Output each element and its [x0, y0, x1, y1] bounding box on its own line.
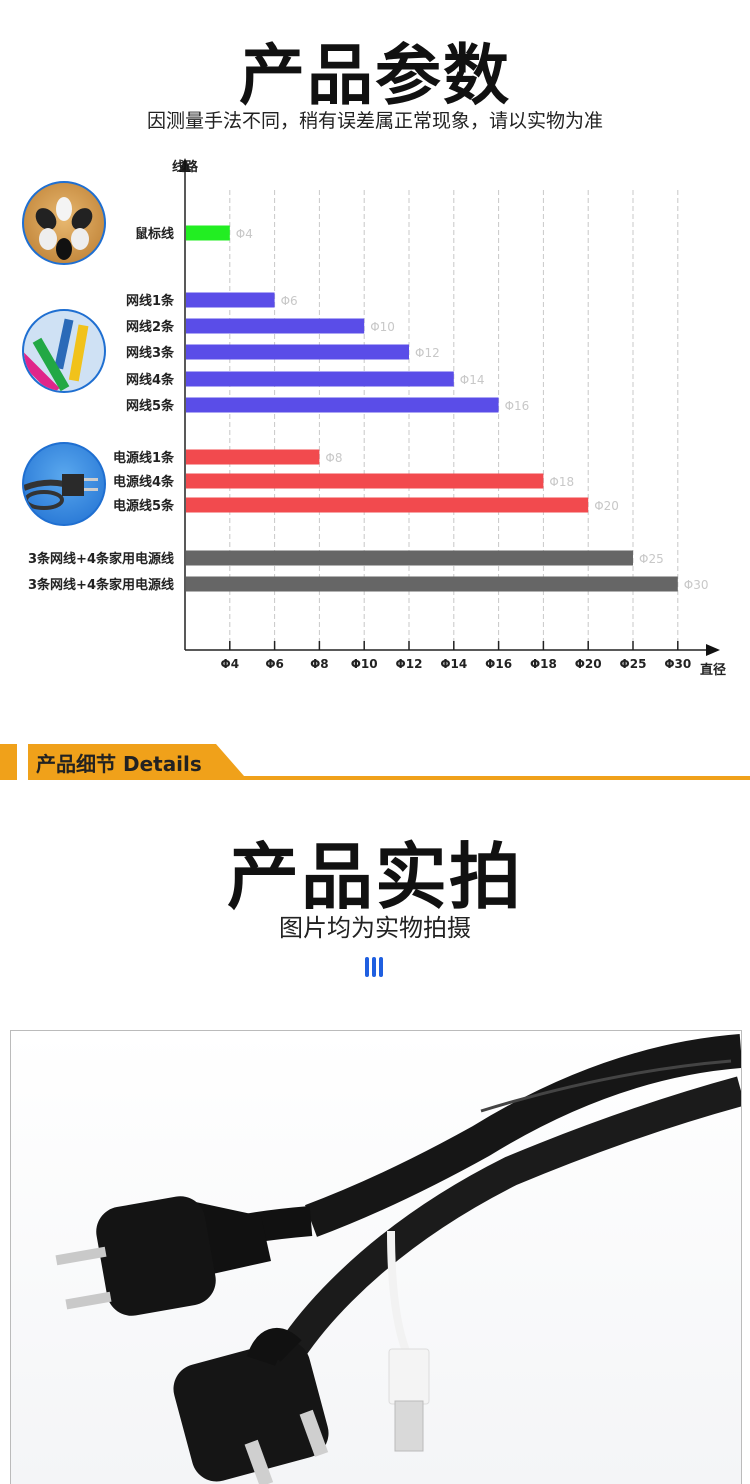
bar-network	[186, 292, 275, 308]
x-tick-label: Φ18	[530, 657, 557, 671]
mouse-cables-photo-icon	[22, 181, 106, 265]
x-axis-ticks: Φ4 Φ6 Φ8 Φ10 Φ12 Φ14 Φ16 Φ18 Φ20 Φ25 Φ30	[221, 641, 691, 671]
category-label: 网线1条	[126, 293, 175, 309]
y-axis-label: 线路	[172, 159, 199, 175]
bar-power	[186, 497, 589, 513]
x-axis-arrow-icon	[706, 644, 720, 656]
bar-value-label: Φ20	[594, 499, 619, 513]
category-label: 电源线4条	[113, 474, 175, 490]
x-tick-label: Φ20	[575, 657, 602, 671]
category-label: 电源线1条	[113, 450, 175, 466]
bar-network	[186, 318, 365, 334]
section-title: 产品实拍	[226, 835, 523, 919]
bar-value-label: Φ12	[415, 346, 440, 360]
bar-value-label: Φ16	[505, 399, 530, 413]
chart-bars: Φ4 鼠标线 Φ6 网线1条 Φ10 网线2条 Φ12 网线3条 Φ14 网线4条 Φ16 网线5条 Φ…	[28, 225, 709, 593]
bar-value-label: Φ8	[325, 451, 342, 465]
bar-network	[186, 397, 499, 413]
bar-value-label: Φ6	[281, 294, 298, 308]
x-tick-label: Φ10	[351, 657, 378, 671]
bar-value-label: Φ30	[684, 578, 709, 592]
x-tick-label: Φ8	[310, 657, 329, 671]
x-tick-label: Φ12	[396, 657, 423, 671]
chart-gridlines	[229, 190, 679, 650]
cable-wrap-product-photo-icon	[10, 1030, 742, 1484]
details-banner-label: 产品细节 Details	[36, 752, 202, 776]
section-subtitle: 图片均为实物拍摄	[279, 914, 471, 942]
bar-value-label: Φ10	[370, 320, 395, 334]
x-tick-label: Φ25	[620, 657, 647, 671]
bar-network	[186, 371, 454, 387]
y-axis-arrow-icon	[179, 158, 191, 172]
bar-power	[186, 473, 544, 489]
x-tick-label: Φ14	[440, 657, 467, 671]
bar-value-label: Φ25	[639, 552, 664, 566]
category-label: 3条网线+4条家用电源线	[28, 577, 174, 593]
category-label: 网线4条	[126, 372, 175, 388]
bar-value-label: Φ14	[460, 373, 485, 387]
power-plug-photo-icon	[22, 442, 106, 526]
category-label: 网线3条	[126, 345, 175, 361]
page-subtitle: 因测量手法不同，稍有误差属正常现象，请以实物为准	[146, 110, 603, 132]
category-label: 网线2条	[126, 319, 175, 335]
bar-power	[186, 449, 320, 465]
x-axis-label: 直径	[700, 662, 726, 678]
bar-combo	[186, 550, 633, 566]
x-tick-label: Φ4	[221, 657, 240, 671]
x-tick-label: Φ6	[265, 657, 284, 671]
page-title: 产品参数	[239, 37, 511, 114]
section-divider-icon	[365, 957, 383, 977]
category-label: 网线5条	[126, 398, 175, 414]
bar-combo	[186, 576, 678, 592]
bar-value-label: Φ4	[236, 227, 253, 241]
bar-network	[186, 344, 409, 360]
network-cables-photo-icon	[22, 309, 106, 393]
bar-mouse	[186, 225, 230, 241]
category-label: 电源线5条	[113, 498, 175, 514]
x-tick-label: Φ30	[664, 657, 691, 671]
diameter-bar-chart: Φ4 鼠标线 Φ6 网线1条 Φ10 网线2条 Φ12 网线3条 Φ14 网线4条 Φ16 网线5条 Φ…	[28, 158, 726, 678]
category-label: 3条网线+4条家用电源线	[28, 551, 174, 567]
details-banner	[0, 744, 750, 780]
bar-value-label: Φ18	[549, 475, 574, 489]
category-label: 鼠标线	[135, 226, 174, 242]
x-tick-label: Φ16	[485, 657, 512, 671]
